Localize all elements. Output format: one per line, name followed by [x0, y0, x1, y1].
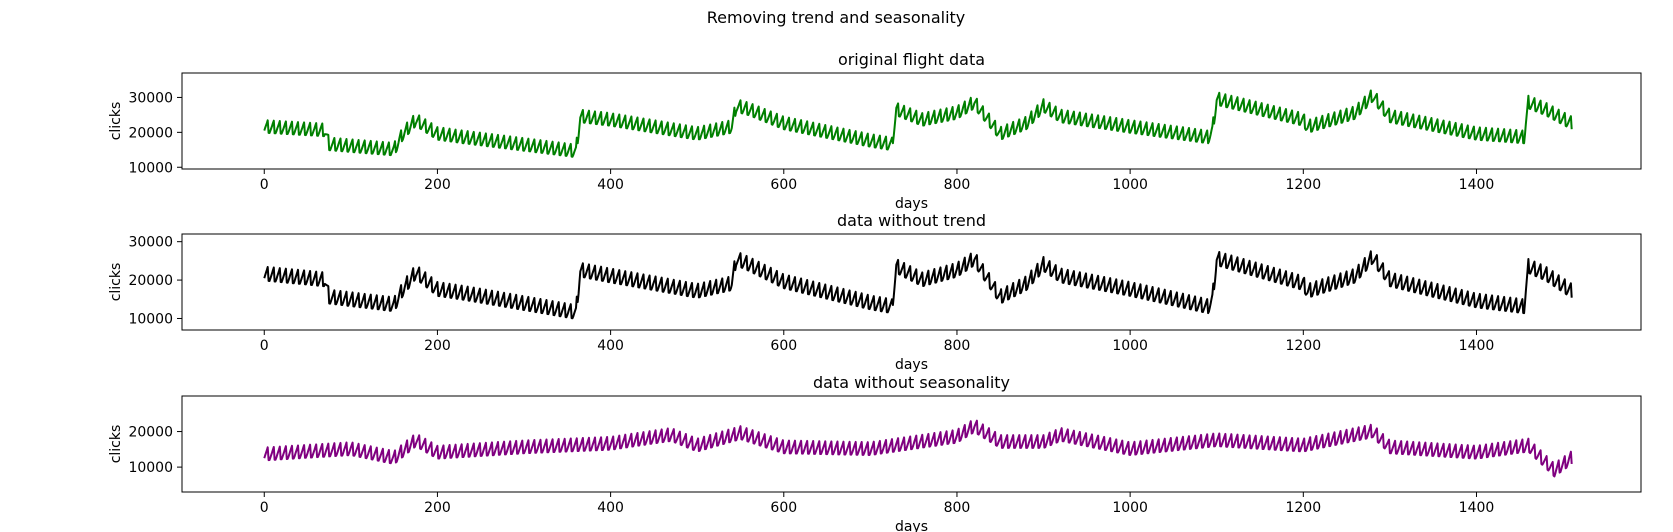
chart-panel-3: data without seasonality 0 200 400 600 800 100… [108, 373, 1642, 532]
x-tick-label: 400 [597, 500, 624, 516]
x-tick-label: 400 [597, 177, 624, 193]
y-tick-label: 10000 [128, 160, 173, 176]
axes-frame [181, 395, 1642, 493]
x-tick-label: 1000 [1112, 338, 1148, 354]
y-axis-label: clicks [108, 263, 124, 302]
x-tick-label: 1200 [1285, 500, 1321, 516]
x-tick-label: 0 [260, 177, 269, 193]
y-axis-label: clicks [108, 425, 124, 464]
y-tick-label: 10000 [128, 311, 173, 327]
x-tick-label: 600 [770, 500, 797, 516]
x-tick-label: 1200 [1285, 338, 1321, 354]
y-tick-label: 20000 [128, 425, 173, 441]
axes-frame [181, 72, 1642, 170]
chart-title: data without trend [837, 211, 986, 230]
y-axis-label: clicks [108, 102, 124, 141]
series-line [263, 89, 1573, 158]
x-tick-label: 200 [424, 500, 451, 516]
x-tick-label: 1000 [1112, 500, 1148, 516]
y-tick-label: 30000 [128, 90, 173, 106]
x-tick-label: 600 [770, 177, 797, 193]
x-tick-label: 1400 [1459, 177, 1495, 193]
chart-title: data without seasonality [813, 373, 1010, 392]
chart-panel-1: original flight data 0 200 400 600 800 1000 120… [108, 50, 1642, 212]
x-tick-label: 0 [260, 500, 269, 516]
x-axis-label: days [895, 357, 928, 373]
x-tick-label: 400 [597, 338, 624, 354]
x-tick-label: 1400 [1459, 338, 1495, 354]
x-tick-label: 600 [770, 338, 797, 354]
series-line [263, 419, 1573, 478]
x-tick-label: 0 [260, 338, 269, 354]
x-tick-label: 1200 [1285, 177, 1321, 193]
series-line [263, 250, 1573, 320]
y-tick-label: 10000 [128, 460, 173, 476]
chart-panel-2: data without trend 0 200 400 600 800 1000 1200 1… [108, 211, 1642, 373]
x-tick-label: 1400 [1459, 500, 1495, 516]
y-tick-label: 20000 [128, 273, 173, 289]
x-tick-label: 800 [944, 500, 971, 516]
x-axis-label: days [895, 196, 928, 212]
y-tick-label: 20000 [128, 125, 173, 141]
x-tick-label: 800 [944, 177, 971, 193]
x-axis-label: days [895, 519, 928, 532]
figure-suptitle: Removing trend and seasonality [707, 8, 966, 27]
axes-frame [181, 233, 1642, 331]
y-tick-label: 30000 [128, 235, 173, 251]
chart-title: original flight data [838, 50, 985, 69]
x-tick-label: 1000 [1112, 177, 1148, 193]
x-tick-label: 200 [424, 338, 451, 354]
x-tick-label: 200 [424, 177, 451, 193]
x-tick-label: 800 [944, 338, 971, 354]
